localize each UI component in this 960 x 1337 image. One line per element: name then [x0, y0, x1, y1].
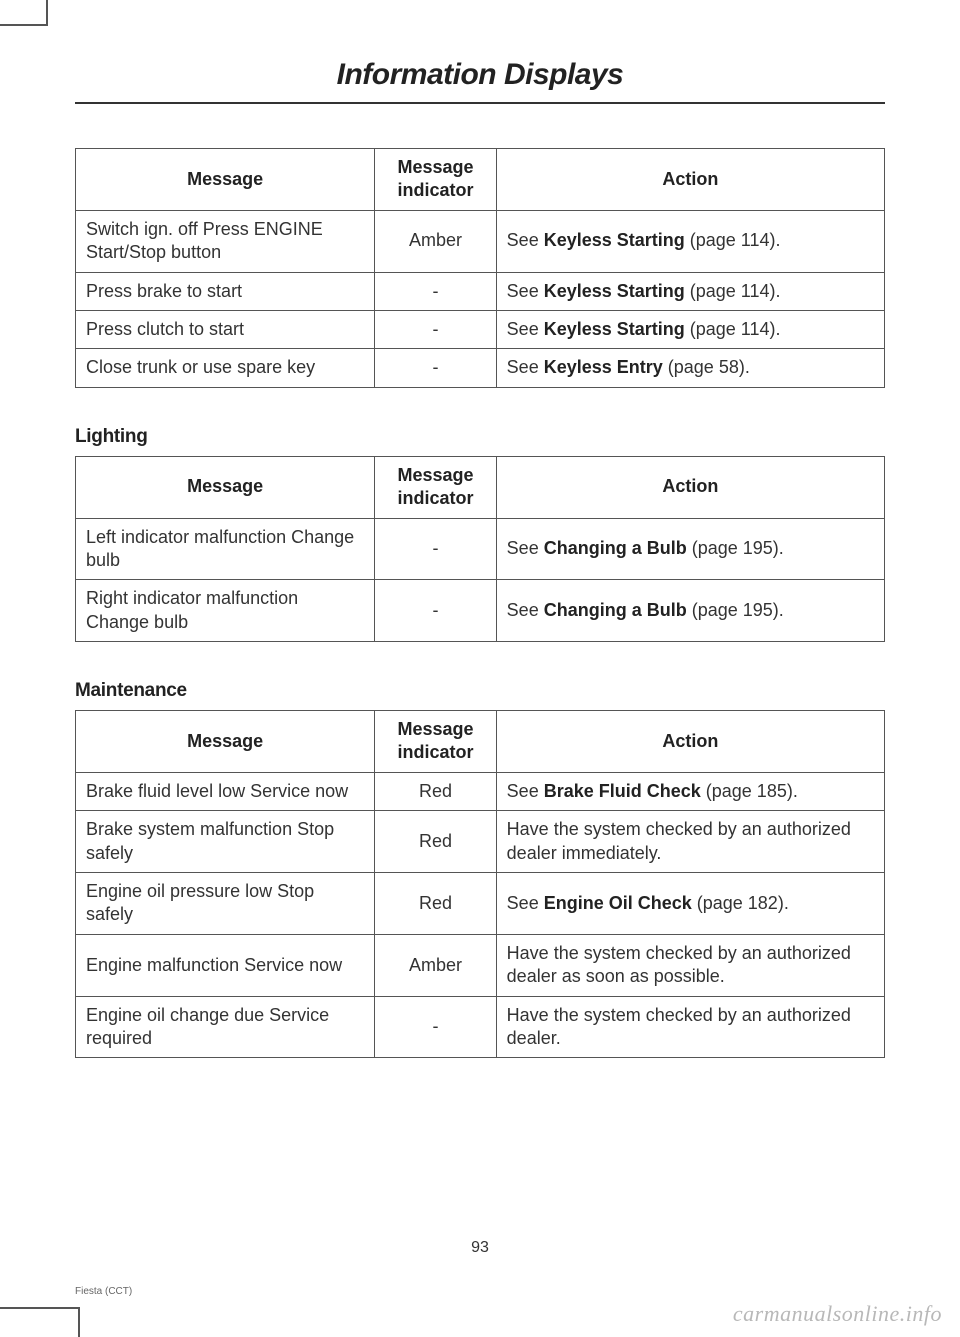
column-header: Message indicator	[375, 711, 496, 773]
action-cell: See Keyless Starting (page 114).	[496, 310, 884, 348]
message-cell: Switch ign. off Press ENGINE Start/Stop …	[76, 210, 375, 272]
column-header: Message	[76, 711, 375, 773]
section-heading: Lighting	[75, 426, 885, 448]
crop-mark-top	[0, 0, 48, 26]
action-text: Have the system checked by an authorized…	[507, 819, 851, 862]
indicator-cell: Red	[375, 811, 496, 873]
action-cell: See Engine Oil Check (page 182).	[496, 873, 884, 935]
column-header: Message	[76, 456, 375, 518]
table-row: Close trunk or use spare key-See Keyless…	[76, 349, 885, 387]
table-row: Engine oil pressure low Stop safelyRedSe…	[76, 873, 885, 935]
table-row: Left indicator malfunction Change bulb-S…	[76, 518, 885, 580]
message-cell: Engine malfunction Service now	[76, 934, 375, 996]
action-reference: Keyless Starting	[544, 319, 685, 339]
message-cell: Engine oil pressure low Stop safely	[76, 873, 375, 935]
action-cell: Have the system checked by an authorized…	[496, 934, 884, 996]
table-row: Engine malfunction Service nowAmber Have …	[76, 934, 885, 996]
action-reference: Keyless Starting	[544, 230, 685, 250]
column-header: Message indicator	[375, 149, 496, 211]
action-cell: See Keyless Starting (page 114).	[496, 210, 884, 272]
indicator-cell: -	[375, 349, 496, 387]
action-cell: See Changing a Bulb (page 195).	[496, 580, 884, 642]
action-text: (page 114).	[685, 230, 781, 250]
action-text: See	[507, 893, 544, 913]
page-title: Information Displays	[75, 58, 885, 104]
message-table: MessageMessage indicatorAction Switch ign…	[75, 148, 885, 388]
indicator-cell: -	[375, 310, 496, 348]
action-text: (page 114).	[685, 281, 781, 301]
message-cell: Brake fluid level low Service now	[76, 772, 375, 810]
action-text: See	[507, 230, 544, 250]
action-text: (page 195).	[687, 538, 784, 558]
crop-mark-bottom	[0, 1307, 80, 1337]
column-header: Action	[496, 149, 884, 211]
action-reference: Changing a Bulb	[544, 600, 687, 620]
message-cell: Right indicator malfunction Change bulb	[76, 580, 375, 642]
message-table: MessageMessage indicatorActionLeft indic…	[75, 456, 885, 642]
action-cell: See Keyless Starting (page 114).	[496, 272, 884, 310]
indicator-cell: Amber	[375, 210, 496, 272]
message-cell: Brake system malfunction Stop safely	[76, 811, 375, 873]
column-header: Action	[496, 456, 884, 518]
table-row: Press brake to start-See Keyless Startin…	[76, 272, 885, 310]
action-cell: Have the system checked by an authorized…	[496, 996, 884, 1058]
message-table: MessageMessage indicatorActionBrake flui…	[75, 710, 885, 1058]
indicator-cell: Red	[375, 873, 496, 935]
action-text: Have the system checked by an authorized…	[507, 943, 851, 986]
table-row: Engine oil change due Service required-H…	[76, 996, 885, 1058]
message-cell: Press brake to start	[76, 272, 375, 310]
action-text: (page 195).	[687, 600, 784, 620]
action-text: (page 182).	[692, 893, 789, 913]
section-heading: Maintenance	[75, 680, 885, 702]
action-text: See	[507, 600, 544, 620]
action-reference: Changing a Bulb	[544, 538, 687, 558]
action-cell: See Keyless Entry (page 58).	[496, 349, 884, 387]
action-text: Have the system checked by an authorized…	[507, 1005, 851, 1048]
table-row: Right indicator malfunction Change bulb-…	[76, 580, 885, 642]
action-text: See	[507, 781, 544, 801]
action-text: See	[507, 281, 544, 301]
table-row: Press clutch to start-See Keyless Starti…	[76, 310, 885, 348]
indicator-cell: -	[375, 580, 496, 642]
page-content: Information Displays MessageMessage indi…	[0, 0, 960, 1058]
action-text: See	[507, 538, 544, 558]
message-cell: Left indicator malfunction Change bulb	[76, 518, 375, 580]
action-text: (page 114).	[685, 319, 781, 339]
action-reference: Brake Fluid Check	[544, 781, 701, 801]
action-cell: Have the system checked by an authorized…	[496, 811, 884, 873]
indicator-cell: -	[375, 996, 496, 1058]
action-text: (page 185).	[701, 781, 798, 801]
action-cell: See Changing a Bulb (page 195).	[496, 518, 884, 580]
indicator-cell: -	[375, 272, 496, 310]
table-row: Switch ign. off Press ENGINE Start/Stop …	[76, 210, 885, 272]
indicator-cell: -	[375, 518, 496, 580]
action-reference: Engine Oil Check	[544, 893, 692, 913]
action-text: See	[507, 357, 544, 377]
column-header: Message	[76, 149, 375, 211]
message-cell: Press clutch to start	[76, 310, 375, 348]
table-row: Brake system malfunction Stop safelyRed H…	[76, 811, 885, 873]
watermark: carmanualsonline.info	[733, 1301, 942, 1327]
action-text: See	[507, 319, 544, 339]
action-text: (page 58).	[663, 357, 750, 377]
column-header: Message indicator	[375, 456, 496, 518]
message-cell: Engine oil change due Service required	[76, 996, 375, 1058]
action-cell: See Brake Fluid Check (page 185).	[496, 772, 884, 810]
footer-model: Fiesta (CCT)	[75, 1286, 132, 1297]
page-number: 93	[0, 1239, 960, 1257]
table-row: Brake fluid level low Service nowRedSee …	[76, 772, 885, 810]
indicator-cell: Amber	[375, 934, 496, 996]
action-reference: Keyless Starting	[544, 281, 685, 301]
action-reference: Keyless Entry	[544, 357, 663, 377]
indicator-cell: Red	[375, 772, 496, 810]
message-cell: Close trunk or use spare key	[76, 349, 375, 387]
column-header: Action	[496, 711, 884, 773]
